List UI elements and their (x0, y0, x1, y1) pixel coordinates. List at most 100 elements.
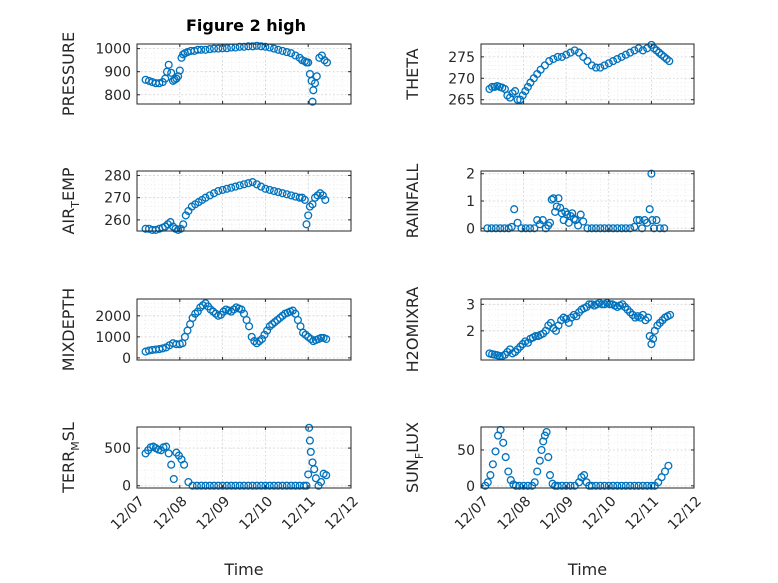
data-point (510, 205, 519, 214)
data-point (282, 48, 291, 57)
data-point (587, 224, 596, 233)
data-point (265, 322, 274, 331)
data-point (604, 481, 613, 490)
figure-title: Figure 2 high (186, 16, 306, 35)
data-point (634, 44, 643, 53)
data-point (570, 46, 579, 55)
data-point (188, 481, 197, 490)
data-point (579, 217, 588, 226)
y-tick-label: 50 (457, 443, 475, 459)
series-markers (141, 299, 331, 356)
subplot-terr-msl: 0 500 TERRMSL 12/07 12/08 12/09 12/10 12/11 12/1… (59, 422, 362, 579)
data-point (227, 183, 236, 192)
data-point (164, 449, 173, 458)
data-point (525, 224, 535, 233)
data-point (316, 333, 326, 342)
data-point (513, 218, 522, 227)
data-point (486, 471, 495, 480)
data-point (530, 224, 539, 233)
y-tick-label: 1000 (95, 42, 131, 58)
data-point (562, 481, 571, 490)
data-point (179, 220, 188, 229)
y-tick-label: 1 (466, 194, 475, 210)
data-point (613, 224, 622, 233)
data-point (515, 481, 524, 490)
data-point (179, 50, 188, 59)
data-point (536, 65, 545, 74)
data-point (269, 481, 279, 490)
data-point (591, 481, 601, 490)
data-point (609, 481, 618, 490)
data-point (176, 224, 185, 233)
axes-box (136, 170, 352, 232)
data-point (310, 465, 319, 474)
data-point (538, 216, 547, 225)
data-point (511, 347, 520, 357)
data-point (222, 184, 231, 193)
data-point (235, 181, 244, 190)
data-point (180, 460, 189, 469)
data-point (491, 447, 500, 456)
data-point (304, 470, 313, 479)
data-point (222, 481, 231, 490)
data-point (235, 481, 244, 490)
data-point (655, 48, 664, 57)
data-point (553, 52, 562, 61)
data-point (305, 202, 314, 211)
data-point (209, 481, 219, 490)
data-point (513, 95, 522, 104)
data-point (291, 481, 300, 490)
data-point (609, 224, 618, 233)
data-point (516, 95, 525, 104)
data-point (151, 225, 160, 234)
y-tick-label: 0 (466, 221, 475, 237)
data-point (261, 42, 270, 51)
subplot-mixdepth: 0 1000 2000 MIXDEPTH (59, 288, 352, 371)
data-point (214, 481, 223, 490)
data-point (540, 61, 549, 70)
data-point (613, 54, 622, 64)
x-tick-label: 12/07 (452, 494, 492, 534)
data-point (591, 224, 601, 233)
data-point (172, 74, 181, 83)
data-point (638, 46, 647, 55)
y-tick-label: 2 (466, 324, 475, 340)
data-point (566, 481, 575, 490)
data-point (501, 453, 510, 462)
y-tick-label: 900 (104, 65, 131, 81)
data-point (488, 460, 497, 469)
data-point (155, 79, 164, 88)
data-point (658, 316, 667, 325)
data-point (197, 481, 206, 490)
data-point (252, 41, 261, 50)
data-point (597, 300, 607, 309)
axes-box (480, 43, 695, 105)
data-point (193, 307, 202, 316)
data-point (308, 97, 317, 106)
data-point (517, 224, 526, 233)
data-point (252, 180, 261, 189)
data-point (566, 48, 575, 57)
data-point (209, 44, 219, 53)
data-point (261, 481, 270, 490)
data-point (660, 467, 670, 476)
axes-box (480, 426, 695, 489)
y-tick-label: 3 (466, 297, 475, 313)
axes-background (137, 44, 351, 104)
y-axis-label: H2OMIXRA (403, 287, 422, 373)
data-point (553, 481, 562, 490)
data-point (519, 481, 528, 490)
data-point (554, 194, 563, 203)
data-point (257, 42, 266, 51)
data-point (263, 326, 272, 335)
data-point (557, 481, 566, 490)
data-point (158, 344, 167, 353)
y-axis-label: SUNFLUX (403, 422, 426, 493)
data-point (291, 51, 300, 60)
data-point (214, 186, 223, 196)
data-point (605, 300, 614, 309)
data-point (304, 211, 313, 220)
x-tick-label: 12/11 (622, 494, 662, 534)
data-point (596, 224, 605, 233)
data-point (652, 216, 661, 225)
